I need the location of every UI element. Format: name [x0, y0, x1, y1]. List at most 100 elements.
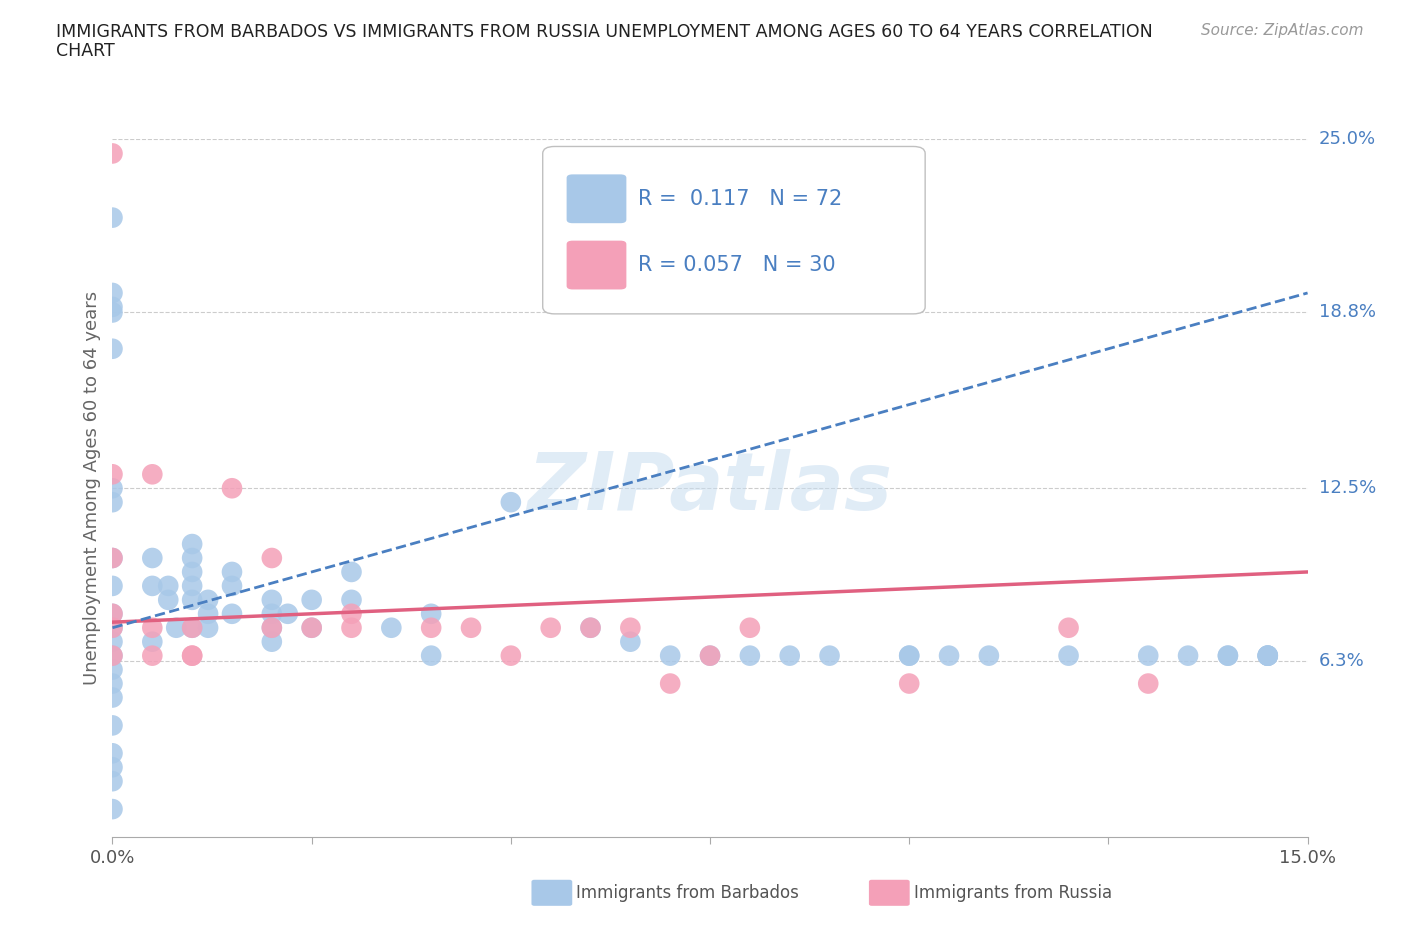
Point	[738, 648, 761, 663]
Point	[101, 634, 124, 649]
Point	[101, 676, 124, 691]
Point	[101, 551, 124, 565]
Point	[659, 648, 682, 663]
Point	[540, 620, 562, 635]
Point	[101, 620, 124, 635]
Point	[221, 578, 243, 593]
Point	[898, 648, 921, 663]
Point	[260, 634, 283, 649]
Point	[420, 606, 443, 621]
Point	[101, 620, 124, 635]
Point	[101, 551, 124, 565]
Y-axis label: Unemployment Among Ages 60 to 64 years: Unemployment Among Ages 60 to 64 years	[83, 291, 101, 685]
Point	[181, 648, 204, 663]
Point	[181, 551, 204, 565]
Text: IMMIGRANTS FROM BARBADOS VS IMMIGRANTS FROM RUSSIA UNEMPLOYMENT AMONG AGES 60 TO: IMMIGRANTS FROM BARBADOS VS IMMIGRANTS F…	[56, 23, 1153, 41]
FancyBboxPatch shape	[567, 241, 626, 289]
Point	[197, 620, 219, 635]
Point	[101, 146, 124, 161]
Point	[420, 620, 443, 635]
Point	[898, 648, 921, 663]
Point	[101, 606, 124, 621]
Point	[1257, 648, 1279, 663]
Point	[301, 592, 323, 607]
Point	[1057, 620, 1080, 635]
Point	[1216, 648, 1239, 663]
Point	[101, 662, 124, 677]
Point	[938, 648, 960, 663]
Point	[1216, 648, 1239, 663]
Point	[101, 286, 124, 300]
Point	[619, 620, 641, 635]
Point	[101, 802, 124, 817]
Text: Source: ZipAtlas.com: Source: ZipAtlas.com	[1201, 23, 1364, 38]
Point	[101, 299, 124, 314]
Point	[101, 495, 124, 510]
Point	[101, 760, 124, 775]
Point	[260, 606, 283, 621]
Point	[340, 565, 363, 579]
Point	[260, 620, 283, 635]
Point	[181, 537, 204, 551]
Point	[818, 648, 841, 663]
Point	[277, 606, 299, 621]
Point	[141, 578, 163, 593]
Text: 6.3%: 6.3%	[1319, 652, 1364, 671]
Text: R = 0.057   N = 30: R = 0.057 N = 30	[638, 255, 837, 275]
Point	[101, 606, 124, 621]
Point	[101, 718, 124, 733]
Point	[1137, 676, 1160, 691]
Text: ZIPatlas: ZIPatlas	[527, 449, 893, 527]
Point	[977, 648, 1000, 663]
Point	[1137, 648, 1160, 663]
Point	[1177, 648, 1199, 663]
Point	[197, 592, 219, 607]
Point	[340, 592, 363, 607]
Point	[157, 592, 180, 607]
Point	[101, 305, 124, 320]
Point	[101, 467, 124, 482]
Point	[141, 634, 163, 649]
Point	[101, 648, 124, 663]
Text: Immigrants from Russia: Immigrants from Russia	[914, 884, 1112, 902]
Point	[101, 578, 124, 593]
Point	[260, 620, 283, 635]
Point	[197, 606, 219, 621]
Point	[101, 746, 124, 761]
Point	[165, 620, 187, 635]
Point	[157, 578, 180, 593]
Point	[181, 620, 204, 635]
Point	[579, 620, 602, 635]
Point	[181, 578, 204, 593]
Point	[260, 592, 283, 607]
Point	[141, 620, 163, 635]
Point	[619, 634, 641, 649]
Point	[1257, 648, 1279, 663]
Point	[141, 648, 163, 663]
Point	[101, 341, 124, 356]
Point	[101, 690, 124, 705]
Point	[221, 606, 243, 621]
Point	[101, 210, 124, 225]
Point	[101, 481, 124, 496]
FancyBboxPatch shape	[567, 175, 626, 223]
Point	[659, 676, 682, 691]
Point	[898, 676, 921, 691]
Text: R =  0.117   N = 72: R = 0.117 N = 72	[638, 189, 842, 209]
Point	[380, 620, 402, 635]
Point	[340, 606, 363, 621]
Text: Immigrants from Barbados: Immigrants from Barbados	[576, 884, 800, 902]
Point	[141, 467, 163, 482]
Point	[301, 620, 323, 635]
Point	[181, 565, 204, 579]
Point	[340, 620, 363, 635]
Point	[460, 620, 482, 635]
Point	[1057, 648, 1080, 663]
Point	[779, 648, 801, 663]
Point	[221, 481, 243, 496]
Point	[181, 620, 204, 635]
Point	[699, 648, 721, 663]
Point	[499, 648, 522, 663]
Text: 25.0%: 25.0%	[1319, 130, 1376, 149]
Point	[579, 620, 602, 635]
